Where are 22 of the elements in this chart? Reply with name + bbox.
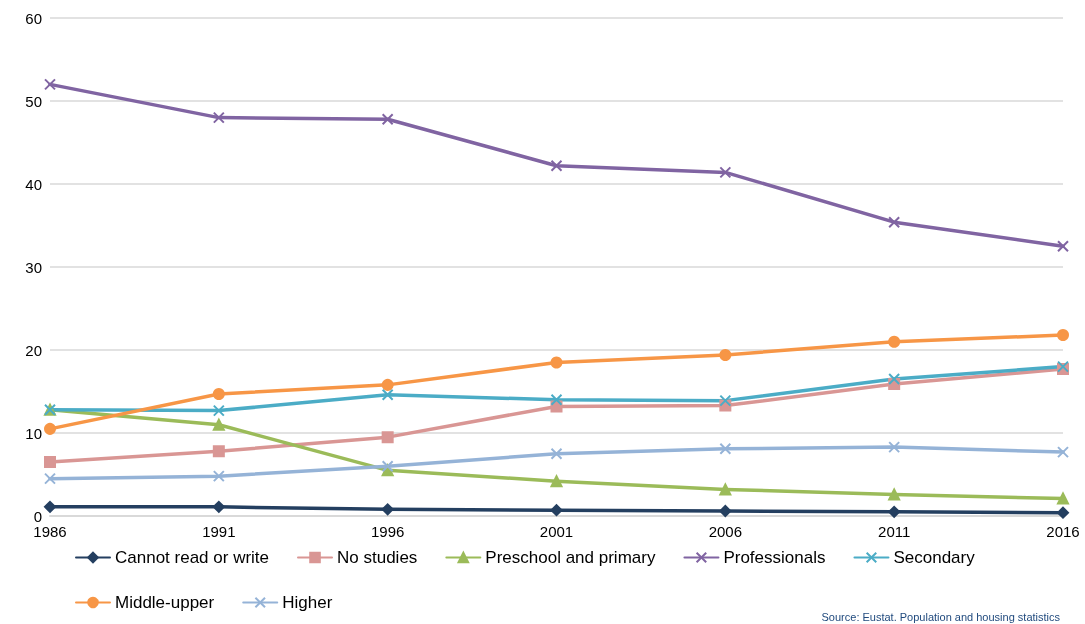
y-tick-label: 40 xyxy=(25,175,42,193)
legend-label: Higher xyxy=(282,593,333,612)
legend-label: Preschool and primary xyxy=(485,548,656,567)
y-tick-label: 10 xyxy=(25,424,42,442)
x-tick-label: 2016 xyxy=(1046,523,1080,540)
x-tick-label: 2001 xyxy=(539,523,574,540)
y-tick-label: 50 xyxy=(25,92,42,110)
legend-label: No studies xyxy=(337,548,418,567)
legend-label: Middle-upper xyxy=(115,593,215,612)
legend-label: Professionals xyxy=(723,548,826,567)
x-tick-label: 1986 xyxy=(33,523,67,540)
legend-label: Secondary xyxy=(893,548,976,567)
y-tick-label: 60 xyxy=(25,9,42,27)
y-tick-label: 20 xyxy=(25,341,42,359)
x-tick-label: 2006 xyxy=(708,523,743,540)
source-note: Source: Eustat. Population and housing statistics xyxy=(821,610,1061,623)
x-tick-label: 2011 xyxy=(878,523,911,540)
legend-label: Cannot read or write xyxy=(115,548,270,567)
y-tick-label: 0 xyxy=(33,507,42,525)
y-tick-label: 30 xyxy=(25,258,42,276)
x-tick-label: 1996 xyxy=(370,523,405,540)
x-tick-label: 1991 xyxy=(202,523,236,540)
